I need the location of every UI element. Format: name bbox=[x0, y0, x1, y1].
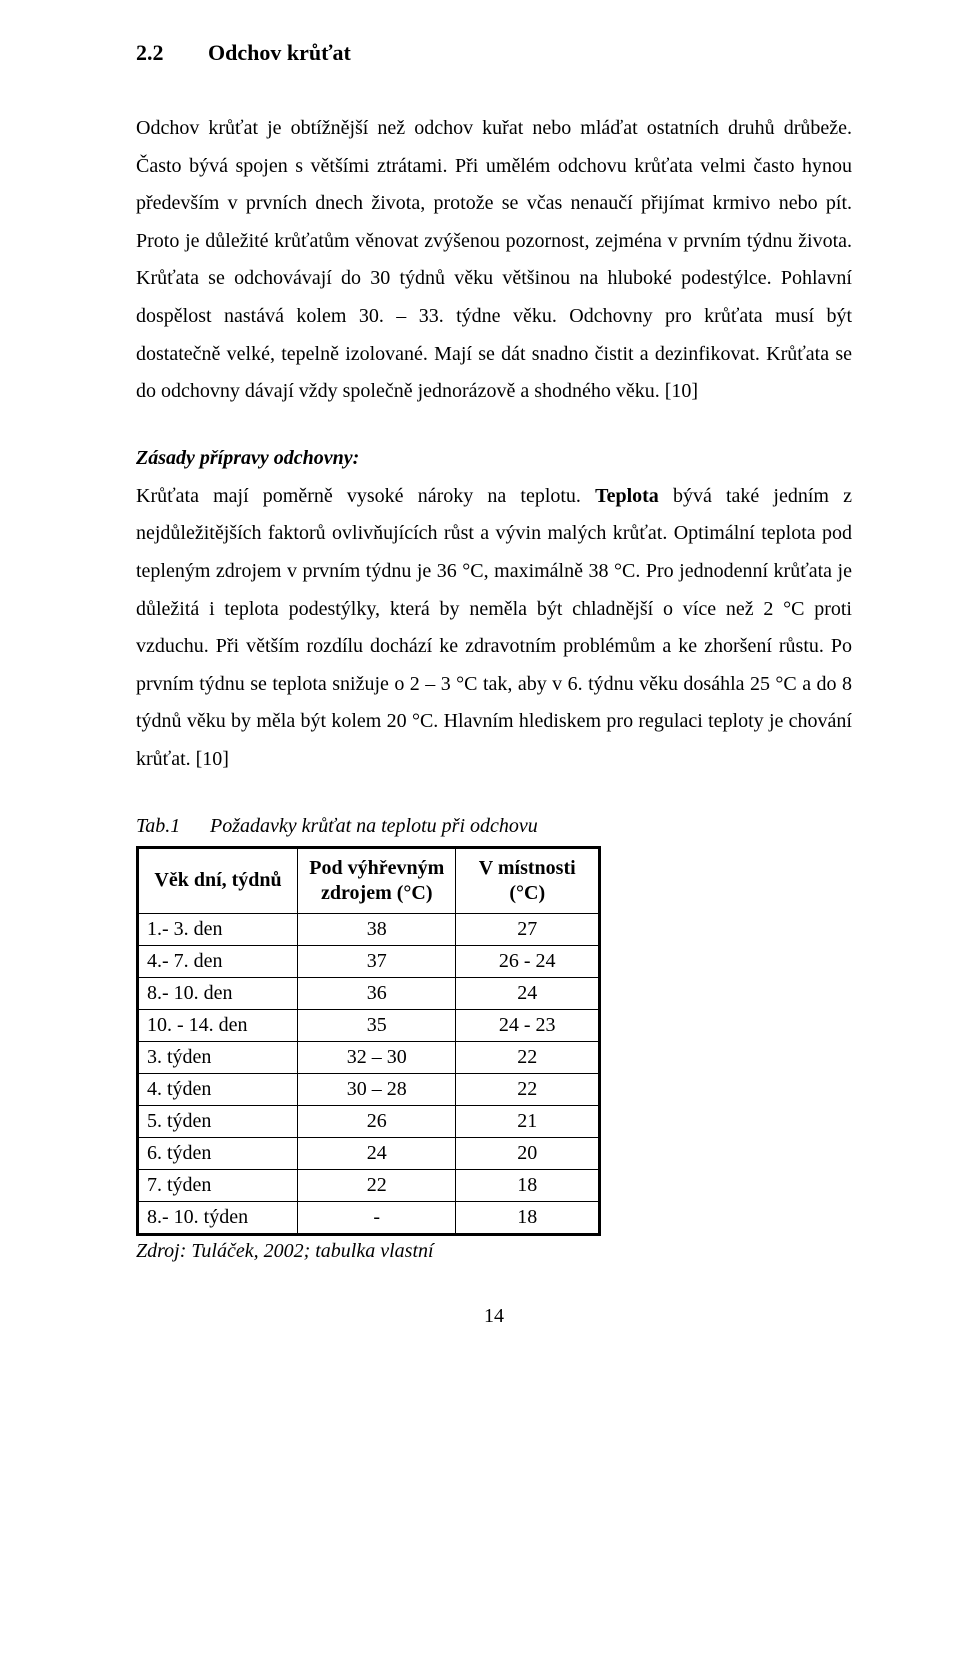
para2-post: bývá také jedním z nejdůležitějších fakt… bbox=[136, 485, 852, 770]
table-row: 3. týden32 – 3022 bbox=[138, 1041, 600, 1073]
table-row: 4. týden30 – 2822 bbox=[138, 1073, 600, 1105]
section-title: Odchov krůťat bbox=[208, 40, 351, 65]
paragraph-1: Odchov krůťat je obtížnější než odchov k… bbox=[136, 110, 852, 411]
table-row: 8.- 10. týden-18 bbox=[138, 1201, 600, 1234]
table-row: 4.- 7. den3726 - 24 bbox=[138, 945, 600, 977]
table-caption-num: Tab.1 bbox=[136, 815, 210, 838]
table-cell-age: 5. týden bbox=[138, 1105, 298, 1137]
table-cell-heat-source: 22 bbox=[298, 1169, 456, 1201]
table-cell-room: 20 bbox=[456, 1137, 600, 1169]
table-cell-room: 21 bbox=[456, 1105, 600, 1137]
table-source: Zdroj: Tuláček, 2002; tabulka vlastní bbox=[136, 1240, 852, 1263]
table-row: 7. týden2218 bbox=[138, 1169, 600, 1201]
table-cell-room: 27 bbox=[456, 913, 600, 945]
table-caption: Tab.1Požadavky krůťat na teplotu při odc… bbox=[136, 815, 852, 838]
table-header-heat-source: Pod výhřevným zdrojem (°C) bbox=[298, 847, 456, 913]
table-header-row: Věk dní, týdnů Pod výhřevným zdrojem (°C… bbox=[138, 847, 600, 913]
table-cell-room: 24 - 23 bbox=[456, 1009, 600, 1041]
table-cell-age: 8.- 10. den bbox=[138, 977, 298, 1009]
temperature-table: Věk dní, týdnů Pod výhřevným zdrojem (°C… bbox=[136, 846, 601, 1236]
table-cell-age: 6. týden bbox=[138, 1137, 298, 1169]
table-row: 6. týden2420 bbox=[138, 1137, 600, 1169]
table-row: 1.- 3. den3827 bbox=[138, 913, 600, 945]
table-cell-heat-source: - bbox=[298, 1201, 456, 1234]
table-cell-heat-source: 36 bbox=[298, 977, 456, 1009]
section-number: 2.2 bbox=[136, 40, 208, 66]
table-row: 5. týden2621 bbox=[138, 1105, 600, 1137]
table-cell-heat-source: 26 bbox=[298, 1105, 456, 1137]
table-cell-room: 18 bbox=[456, 1169, 600, 1201]
table-cell-room: 18 bbox=[456, 1201, 600, 1234]
table-cell-room: 22 bbox=[456, 1041, 600, 1073]
table-cell-age: 3. týden bbox=[138, 1041, 298, 1073]
table-cell-heat-source: 38 bbox=[298, 913, 456, 945]
table-cell-age: 1.- 3. den bbox=[138, 913, 298, 945]
table-cell-age: 7. týden bbox=[138, 1169, 298, 1201]
page-number: 14 bbox=[136, 1305, 852, 1328]
table-cell-heat-source: 37 bbox=[298, 945, 456, 977]
table-cell-age: 8.- 10. týden bbox=[138, 1201, 298, 1234]
table-row: 10. - 14. den3524 - 23 bbox=[138, 1009, 600, 1041]
table-cell-heat-source: 32 – 30 bbox=[298, 1041, 456, 1073]
table-cell-heat-source: 35 bbox=[298, 1009, 456, 1041]
table-row: 8.- 10. den3624 bbox=[138, 977, 600, 1009]
document-page: 2.2Odchov krůťat Odchov krůťat je obtížn… bbox=[0, 0, 960, 1398]
table-cell-heat-source: 24 bbox=[298, 1137, 456, 1169]
paragraph-2: Krůťata mají poměrně vysoké nároky na te… bbox=[136, 478, 852, 779]
section-heading: 2.2Odchov krůťat bbox=[136, 40, 852, 66]
principles-heading: Zásady přípravy odchovny: bbox=[136, 447, 852, 470]
table-body: 1.- 3. den38274.- 7. den3726 - 248.- 10.… bbox=[138, 913, 600, 1234]
table-cell-room: 26 - 24 bbox=[456, 945, 600, 977]
table-cell-age: 4.- 7. den bbox=[138, 945, 298, 977]
para2-pre: Krůťata mají poměrně vysoké nároky na te… bbox=[136, 485, 595, 507]
table-cell-heat-source: 30 – 28 bbox=[298, 1073, 456, 1105]
table-cell-room: 22 bbox=[456, 1073, 600, 1105]
table-cell-age: 4. týden bbox=[138, 1073, 298, 1105]
table-header-age: Věk dní, týdnů bbox=[138, 847, 298, 913]
table-caption-text: Požadavky krůťat na teplotu při odchovu bbox=[210, 815, 538, 837]
table-cell-room: 24 bbox=[456, 977, 600, 1009]
para2-bold: Teplota bbox=[595, 485, 659, 507]
table-header-room: V místnosti (°C) bbox=[456, 847, 600, 913]
table-cell-age: 10. - 14. den bbox=[138, 1009, 298, 1041]
